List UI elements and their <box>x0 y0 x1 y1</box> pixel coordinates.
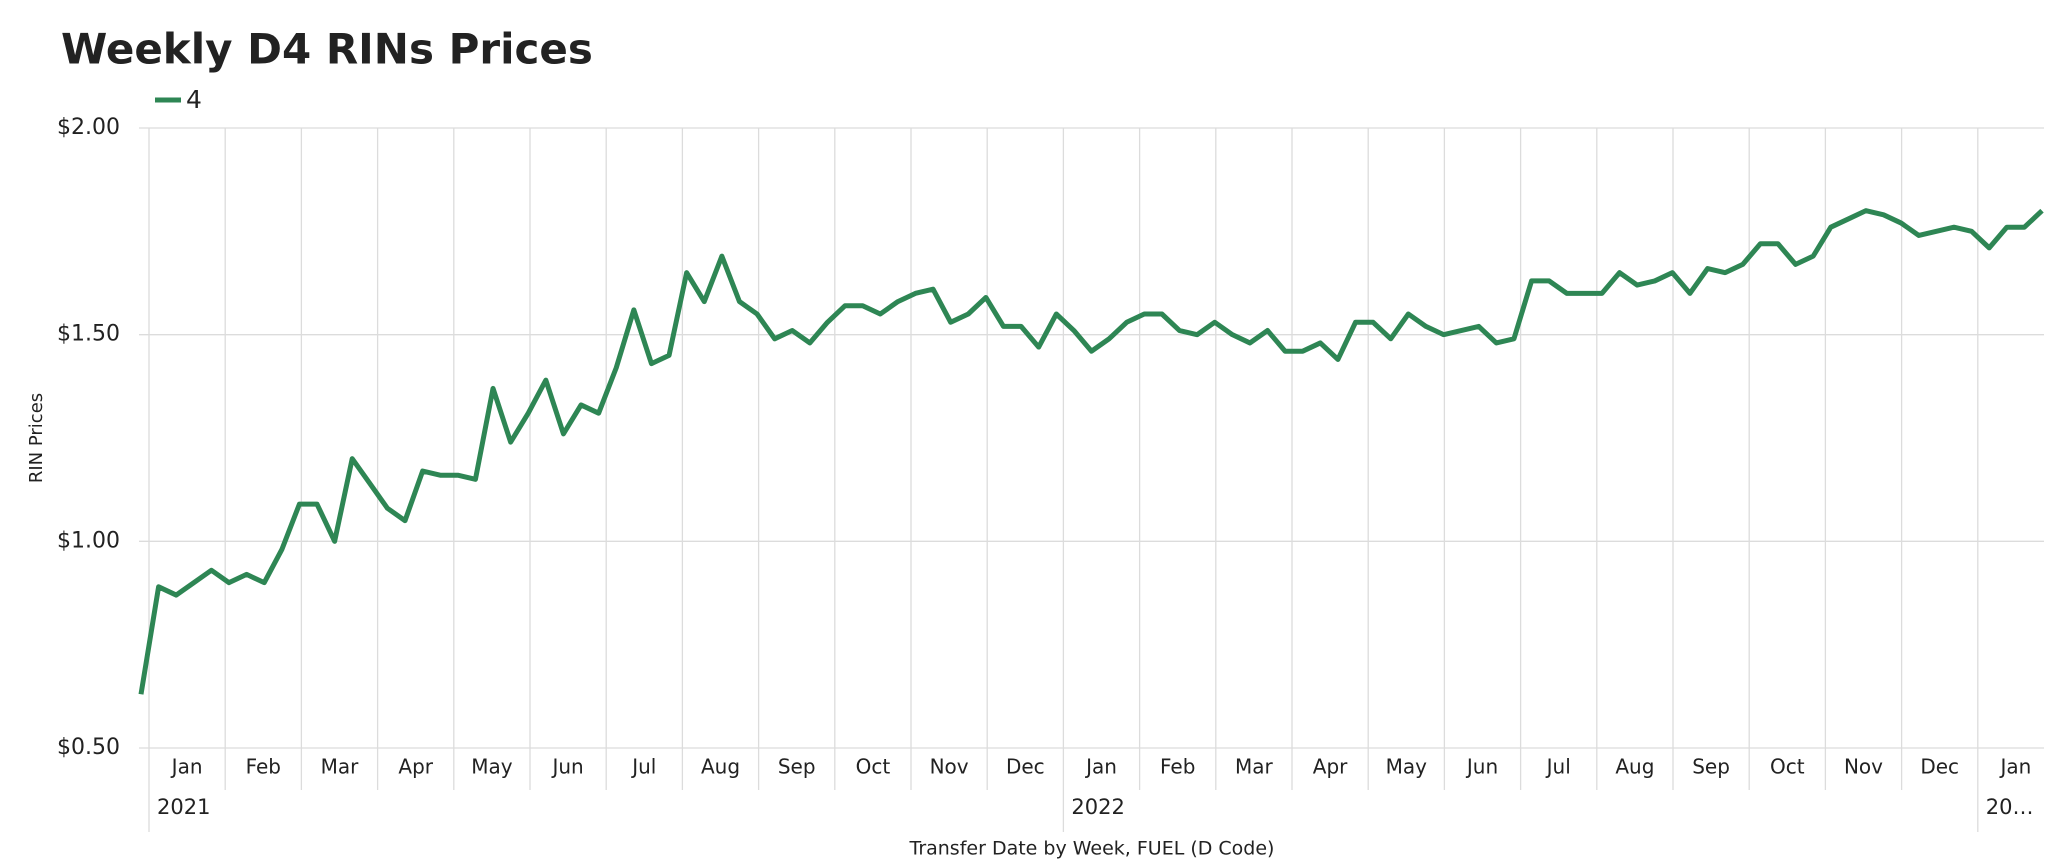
x-tick-label: May <box>471 755 513 779</box>
y-tick-label: $1.00 <box>57 528 120 553</box>
x-tick-label: Nov <box>1844 755 1883 779</box>
x-tick-label: Jun <box>1465 755 1498 779</box>
x-tick-label: Sep <box>1692 755 1730 779</box>
x-tick-label: Feb <box>1160 755 1195 779</box>
x-tick-label: Apr <box>1313 755 1348 779</box>
x-tick-label: Dec <box>1006 755 1045 779</box>
x-tick-label: Sep <box>778 755 816 779</box>
y-axis-title: RIN Prices <box>26 393 47 483</box>
year-label: 2022 <box>1071 795 1124 819</box>
x-tick-label: Oct <box>856 755 891 779</box>
x-tick-label: Aug <box>701 755 740 779</box>
x-tick-label: Jun <box>550 755 583 779</box>
x-tick-label: May <box>1386 755 1428 779</box>
x-tick-label: Jan <box>1084 755 1117 779</box>
x-tick-label: Jul <box>630 755 656 779</box>
price-line <box>138 208 2044 695</box>
x-tick-label: Jul <box>1545 755 1571 779</box>
x-tick-label: Mar <box>1235 755 1274 779</box>
x-tick-label: Nov <box>930 755 969 779</box>
x-tick-label: Oct <box>1770 755 1805 779</box>
y-tick-label: $1.50 <box>57 322 120 347</box>
y-tick-label: $0.50 <box>57 735 120 760</box>
x-tick-label: Jan <box>170 755 203 779</box>
legend-label: 4 <box>186 85 202 114</box>
x-tick-label: Aug <box>1615 755 1654 779</box>
x-axis-title: Transfer Date by Week, FUEL (D Code) <box>909 838 1275 860</box>
chart-title: Weekly D4 RINs Prices <box>61 25 593 74</box>
x-tick-label: Jan <box>1998 755 2031 779</box>
x-tick-label: Feb <box>246 755 281 779</box>
y-tick-label: $2.00 <box>57 115 120 140</box>
x-tick-label: Mar <box>321 755 360 779</box>
x-tick-label: Apr <box>398 755 433 779</box>
year-label: 2021 <box>157 795 210 819</box>
year-label: 20… <box>1986 795 2034 819</box>
x-tick-label: Dec <box>1920 755 1959 779</box>
